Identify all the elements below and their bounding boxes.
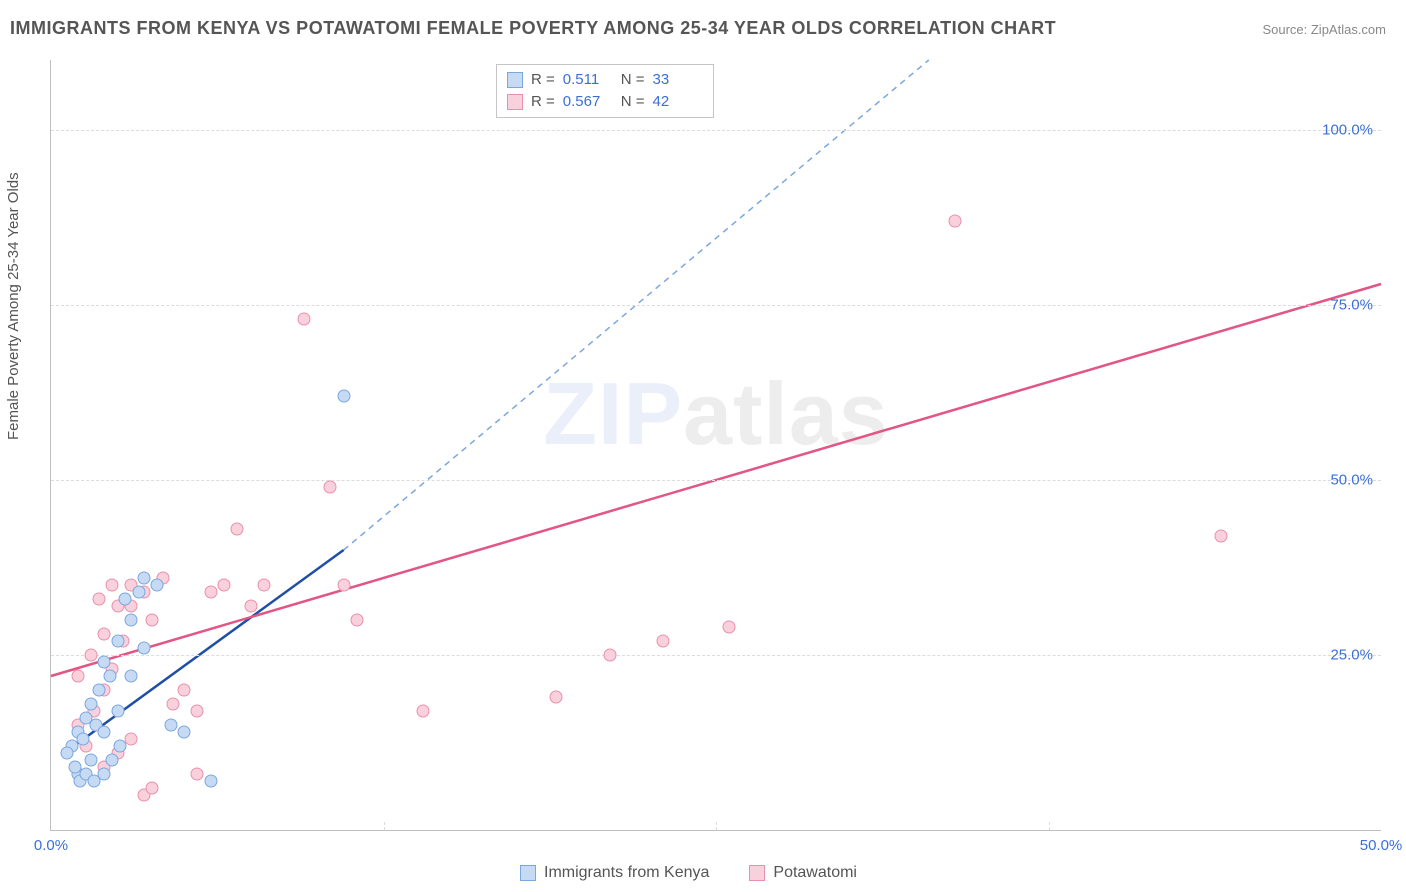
stats-n-value: 33 [653, 69, 703, 91]
scatter-point [138, 572, 151, 585]
legend-swatch [507, 72, 523, 88]
scatter-point [550, 691, 563, 704]
scatter-point [76, 733, 89, 746]
scatter-point [92, 593, 105, 606]
y-tick-label: 50.0% [1330, 472, 1373, 489]
correlation-stats-box: R = 0.511 N = 33 R = 0.567 N = 42 [496, 64, 714, 118]
scatter-point [138, 642, 151, 655]
stats-row: R = 0.567 N = 42 [507, 91, 703, 113]
legend-item: Immigrants from Kenya [520, 864, 709, 882]
gridline-h [51, 305, 1381, 306]
gridline-h [51, 480, 1381, 481]
scatter-point [178, 684, 191, 697]
scatter-point [103, 670, 116, 683]
gridline-h [51, 655, 1381, 656]
scatter-point [119, 593, 132, 606]
scatter-point [417, 705, 430, 718]
gridline-h [51, 130, 1381, 131]
scatter-point [98, 656, 111, 669]
scatter-point [191, 768, 204, 781]
stats-r-label: R = [531, 69, 555, 91]
y-axis-label: Female Poverty Among 25-34 Year Olds [5, 172, 22, 440]
legend-label: Potawatomi [773, 864, 857, 882]
legend-swatch [749, 865, 765, 881]
scatter-point [297, 313, 310, 326]
scatter-point [146, 782, 159, 795]
scatter-point [60, 747, 73, 760]
y-tick-label: 25.0% [1330, 647, 1373, 664]
scatter-point [98, 628, 111, 641]
scatter-point [84, 649, 97, 662]
scatter-point [350, 614, 363, 627]
stats-r-value: 0.511 [563, 69, 613, 91]
scatter-point [111, 705, 124, 718]
scatter-point [84, 754, 97, 767]
source-prefix: Source: [1262, 22, 1310, 37]
legend-swatch [507, 94, 523, 110]
scatter-point [244, 600, 257, 613]
scatter-point [98, 726, 111, 739]
scatter-point [98, 768, 111, 781]
scatter-point [71, 670, 84, 683]
stats-row: R = 0.511 N = 33 [507, 69, 703, 91]
legend-swatch [520, 865, 536, 881]
scatter-point [231, 523, 244, 536]
scatter-point [84, 698, 97, 711]
bottom-legend: Immigrants from Kenya Potawatomi [520, 864, 857, 882]
stats-n-label: N = [621, 69, 645, 91]
scatter-point [111, 635, 124, 648]
scatter-point [204, 586, 217, 599]
scatter-point [656, 635, 669, 648]
scatter-point [337, 579, 350, 592]
scatter-point [723, 621, 736, 634]
scatter-point [92, 684, 105, 697]
scatter-point [204, 775, 217, 788]
scatter-point [167, 698, 180, 711]
stats-r-label: R = [531, 91, 555, 113]
scatter-point [164, 719, 177, 732]
legend-label: Immigrants from Kenya [544, 864, 709, 882]
scatter-point [324, 481, 337, 494]
scatter-point [949, 215, 962, 228]
scatter-point [217, 579, 230, 592]
legend-item: Potawatomi [749, 864, 857, 882]
stats-r-value: 0.567 [563, 91, 613, 113]
scatter-point [124, 670, 137, 683]
chart-title: IMMIGRANTS FROM KENYA VS POTAWATOMI FEMA… [10, 18, 1056, 39]
scatter-point [603, 649, 616, 662]
x-tick-label: 50.0% [1360, 837, 1403, 854]
scatter-plot-area: ZIPatlas R =0.511N =33R =0.567N =42 25.0… [50, 60, 1381, 831]
scatter-point [337, 390, 350, 403]
scatter-point [178, 726, 191, 739]
stats-n-label: N = [621, 91, 645, 113]
source-attribution: Source: ZipAtlas.com [1262, 22, 1386, 37]
scatter-point [1215, 530, 1228, 543]
y-tick-label: 100.0% [1322, 122, 1373, 139]
scatter-point [257, 579, 270, 592]
stats-n-value: 42 [653, 91, 703, 113]
x-tick-label: 0.0% [34, 837, 68, 854]
scatter-point [124, 614, 137, 627]
scatter-point [106, 754, 119, 767]
scatter-point [146, 614, 159, 627]
scatter-point [114, 740, 127, 753]
regression-lines-layer [51, 60, 1381, 830]
scatter-point [191, 705, 204, 718]
scatter-point [132, 586, 145, 599]
gridline-v [384, 822, 385, 830]
gridline-v [716, 822, 717, 830]
source-link[interactable]: ZipAtlas.com [1311, 22, 1386, 37]
scatter-point [151, 579, 164, 592]
gridline-v [1049, 822, 1050, 830]
y-tick-label: 75.0% [1330, 297, 1373, 314]
scatter-point [106, 579, 119, 592]
